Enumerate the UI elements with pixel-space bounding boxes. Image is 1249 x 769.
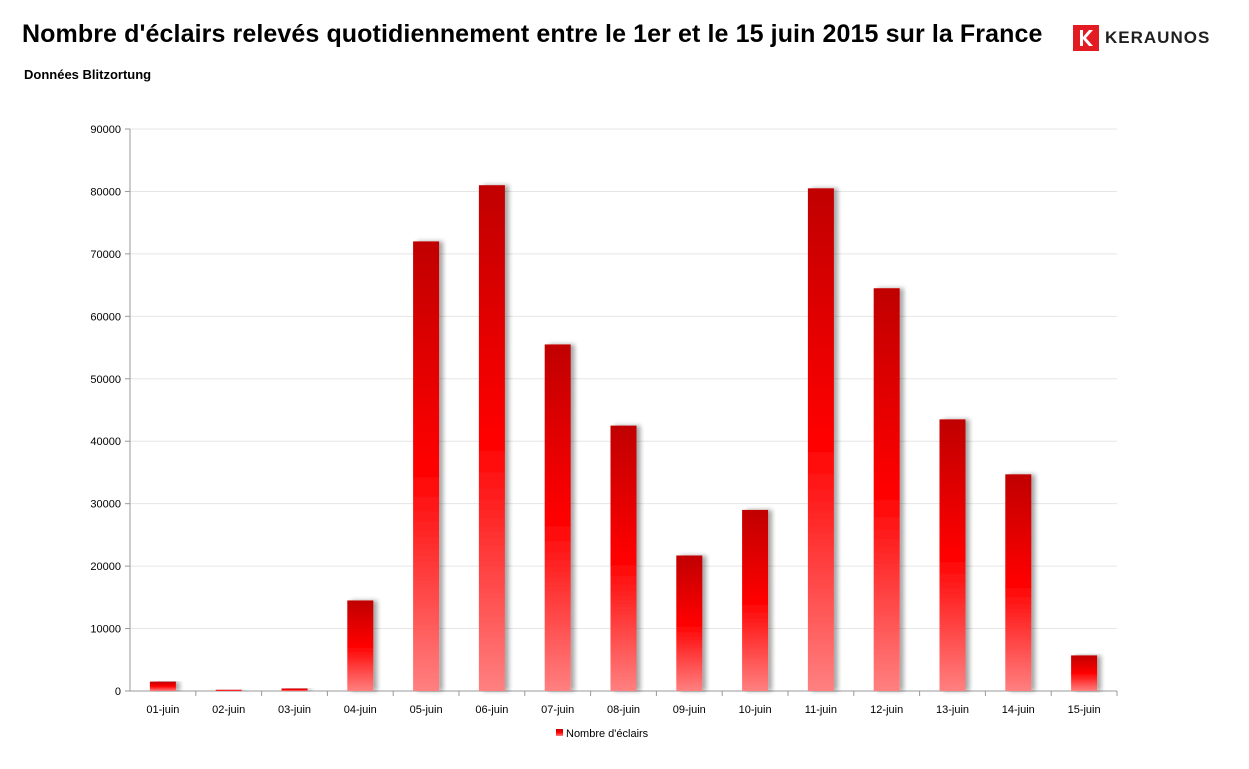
legend-swatch bbox=[556, 729, 563, 736]
x-tick-label: 13-juin bbox=[936, 704, 969, 716]
bar-03-juin bbox=[281, 688, 308, 691]
x-tick-label: 09-juin bbox=[673, 704, 706, 716]
y-tick-label: 0 bbox=[115, 686, 121, 698]
bar-04-juin bbox=[347, 600, 374, 691]
bar-14-juin bbox=[1005, 474, 1032, 691]
x-tick-label: 02-juin bbox=[212, 704, 245, 716]
x-tick-label: 08-juin bbox=[607, 704, 640, 716]
x-tick-label: 05-juin bbox=[410, 704, 443, 716]
bar-11-juin bbox=[807, 188, 834, 692]
legend: Nombre d'éclairs bbox=[556, 728, 649, 740]
x-tick-label: 06-juin bbox=[475, 704, 508, 716]
x-tick-label: 10-juin bbox=[739, 704, 772, 716]
bar-05-juin bbox=[413, 241, 440, 691]
bar-13-juin bbox=[939, 419, 966, 691]
y-tick-label: 70000 bbox=[90, 249, 121, 261]
x-tick-label: 04-juin bbox=[344, 704, 377, 716]
bars bbox=[149, 185, 1098, 692]
bar-07-juin bbox=[544, 344, 571, 691]
x-tick-label: 07-juin bbox=[541, 704, 574, 716]
x-tick-label: 11-juin bbox=[805, 704, 837, 716]
bar-06-juin bbox=[478, 185, 505, 691]
bar-02-juin bbox=[215, 689, 242, 691]
bar-08-juin bbox=[610, 425, 637, 691]
y-tick-label: 30000 bbox=[90, 499, 121, 511]
y-tick-label: 50000 bbox=[90, 374, 121, 386]
x-tick-label: 01-juin bbox=[146, 704, 179, 716]
x-tick-label: 14-juin bbox=[1002, 704, 1035, 716]
y-tick-label: 80000 bbox=[90, 186, 121, 198]
bar-10-juin bbox=[742, 509, 769, 691]
keraunos-logo: KERAUNOS bbox=[1073, 25, 1210, 51]
x-tick-label: 03-juin bbox=[278, 704, 311, 716]
keraunos-logo-text: KERAUNOS bbox=[1105, 28, 1211, 47]
axis-labels: 0 10000 20000 30000 40000 50000 60000 70000 8000… bbox=[90, 124, 1100, 716]
bar-01-juin bbox=[149, 681, 176, 691]
x-tick-label: 12-juin bbox=[870, 704, 903, 716]
y-tick-label: 40000 bbox=[90, 436, 121, 448]
legend-label: Nombre d'éclairs bbox=[566, 728, 649, 740]
y-tick-label: 10000 bbox=[90, 624, 121, 636]
bar-12-juin bbox=[873, 288, 900, 691]
chart-title: Nombre d'éclairs relevés quotidiennement… bbox=[22, 20, 1043, 48]
y-tick-label: 60000 bbox=[90, 311, 121, 323]
y-tick-label: 20000 bbox=[90, 561, 121, 573]
bar-09-juin bbox=[676, 555, 703, 691]
keraunos-logo-icon bbox=[1073, 25, 1099, 51]
chart-subtitle: Données Blitzortung bbox=[24, 67, 152, 82]
x-tick-label: 15-juin bbox=[1068, 704, 1101, 716]
y-tick-label: 90000 bbox=[90, 124, 121, 136]
bar-15-juin bbox=[1071, 655, 1098, 691]
